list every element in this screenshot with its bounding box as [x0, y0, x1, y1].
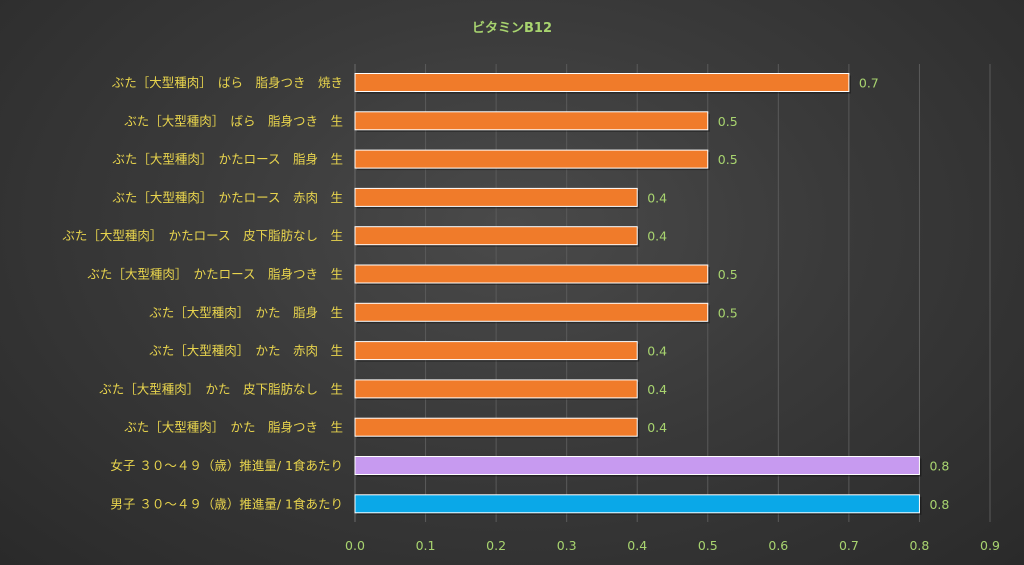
x-tick-label: 0.7: [839, 538, 859, 553]
x-tick-label: 0.2: [486, 538, 506, 553]
x-tick-label: 0.1: [416, 538, 436, 553]
data-label: 0.8: [929, 459, 949, 474]
x-tick-label: 0.9: [980, 538, 1000, 553]
bar: [354, 379, 638, 399]
x-tick-label: 0.6: [768, 538, 788, 553]
category-label: ぶた［大型種肉］ かたロース 皮下脂肪なし 生: [62, 228, 343, 243]
bar: [354, 226, 638, 246]
data-label: 0.8: [929, 497, 949, 512]
data-label: 0.7: [859, 76, 879, 91]
data-label: 0.4: [647, 420, 667, 435]
x-tick-label: 0.3: [557, 538, 577, 553]
category-label: ぶた［大型種肉］ かた 脂身 生: [149, 305, 343, 320]
grid-lines: [354, 64, 991, 522]
bar: [354, 302, 709, 322]
chart-title: ビタミンB12: [472, 20, 552, 36]
category-label: ぶた［大型種肉］ ばら 脂身つき 焼き: [112, 75, 343, 90]
category-label: ぶた［大型種肉］ かた 赤肉 生: [149, 343, 343, 358]
data-label: 0.4: [647, 382, 667, 397]
bar: [354, 264, 709, 284]
bars: [354, 73, 922, 515]
data-label: 0.4: [647, 344, 667, 359]
data-label: 0.5: [718, 114, 738, 129]
bar: [354, 111, 709, 131]
category-label: ぶた［大型種肉］ かた 皮下脂肪なし 生: [99, 381, 343, 396]
bar: [354, 341, 638, 361]
bar: [354, 494, 920, 514]
data-label: 0.5: [718, 305, 738, 320]
data-label: 0.4: [647, 190, 667, 205]
bar: [354, 149, 709, 169]
x-tick-label: 0.8: [909, 538, 929, 553]
bar: [354, 456, 920, 475]
data-label: 0.5: [718, 267, 738, 282]
category-label: ぶた［大型種肉］ かたロース 脂身 生: [112, 152, 343, 167]
category-label: ぶた［大型種肉］ ばら 脂身つき 生: [124, 113, 343, 128]
category-label: 女子 ３０～４９（歳）推進量/ 1食あたり: [110, 458, 343, 473]
category-label: ぶた［大型種肉］ かたロース 赤肉 生: [112, 190, 343, 205]
data-label: 0.5: [718, 152, 738, 167]
category-label: ぶた［大型種肉］ かたロース 脂身つき 生: [87, 267, 343, 282]
x-tick-label: 0.4: [627, 538, 647, 553]
category-label: 男子 ３０～４９（歳）推進量/ 1食あたり: [110, 496, 343, 511]
bar: [354, 417, 638, 437]
bar: [354, 73, 850, 92]
x-tick-label: 0.0: [345, 538, 365, 553]
data-labels: 0.7 0.5 0.5 0.4 0.4 0.5 0.5 0.4 0.4 0.4 0.8 0.8: [647, 76, 949, 512]
bar: [354, 187, 638, 207]
x-axis-ticks: 0.0 0.1 0.2 0.3 0.4 0.5 0.6 0.7 0.8 0.9: [345, 538, 1000, 553]
category-label: ぶた［大型種肉］ かた 脂身つき 生: [124, 420, 343, 435]
data-label: 0.4: [647, 229, 667, 244]
x-tick-label: 0.5: [698, 538, 718, 553]
